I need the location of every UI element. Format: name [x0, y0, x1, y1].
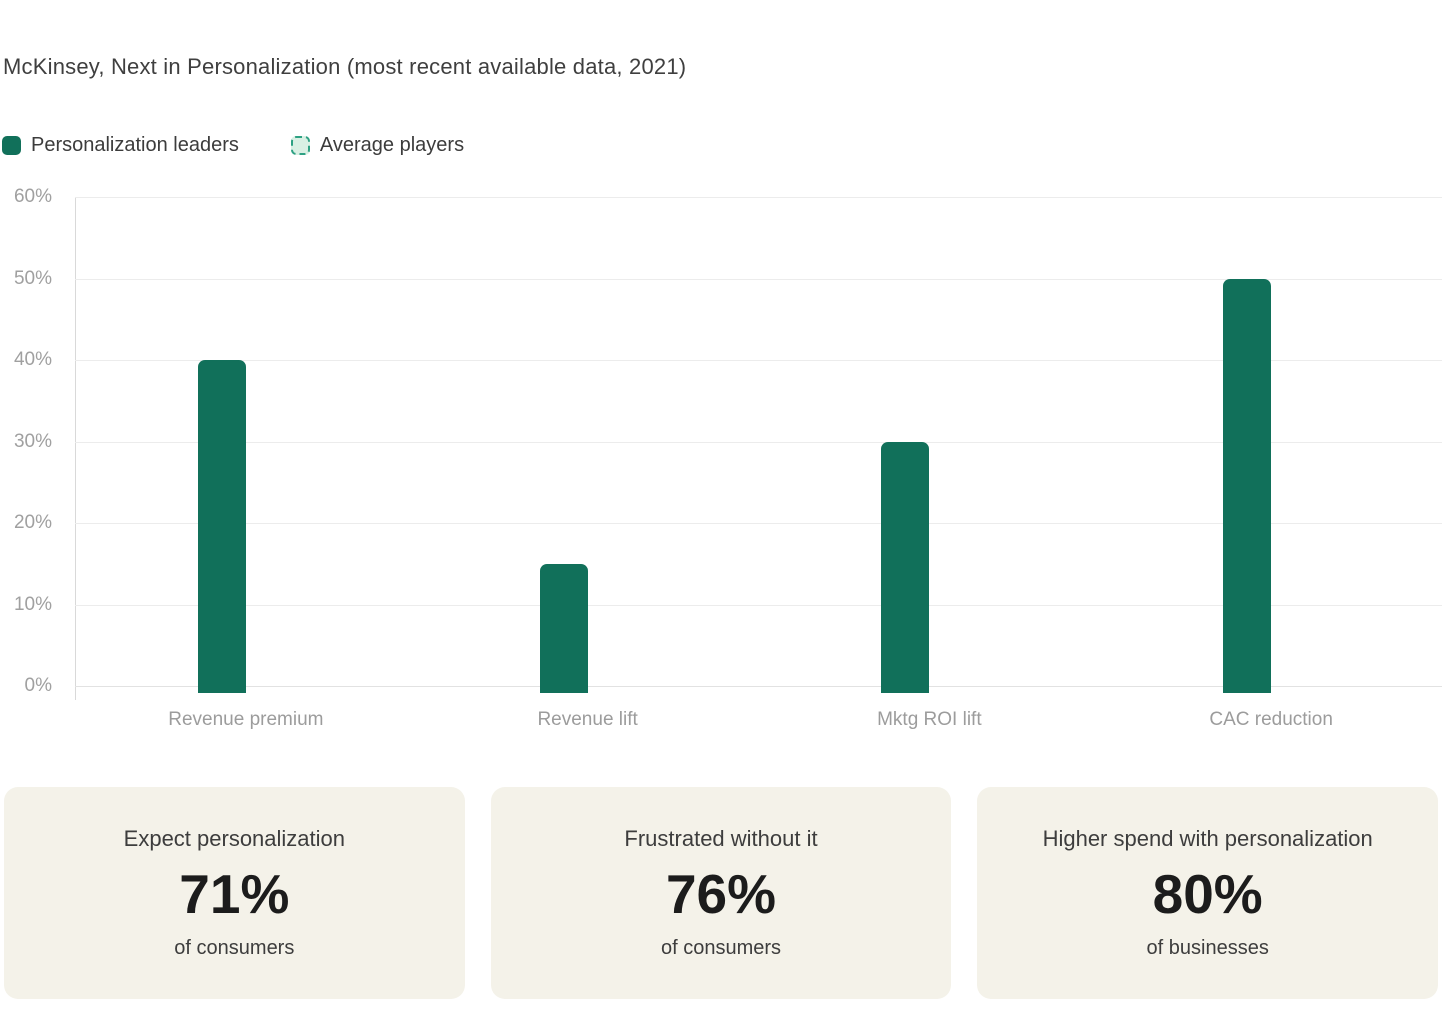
stat-card-expect-personalization: Expect personalization 71% of consumers: [4, 787, 465, 999]
stat-cards: Expect personalization 71% of consumers …: [4, 787, 1439, 999]
y-tick-label: 40%: [13, 349, 52, 370]
gridline: [75, 441, 1442, 443]
y-tick-label: 0%: [24, 675, 52, 696]
gridline: [75, 360, 1442, 361]
legend-item-personalization-leaders[interactable]: Personalization leaders: [2, 134, 239, 157]
gridline: [75, 197, 1442, 198]
stat-card-value: 80%: [1152, 863, 1263, 925]
y-axis-labels: 0% 10% 20% 30% 40% 50% 60%: [0, 186, 52, 696]
chart-title: McKinsey, Next in Personalization (most …: [3, 54, 687, 79]
stat-card-title: Frustrated without it: [624, 826, 818, 851]
x-axis-label: CAC reduction: [1209, 709, 1333, 730]
bar-mktg-roi-lift[interactable]: [881, 441, 930, 693]
legend: Personalization leaders Average players: [2, 134, 464, 157]
bar-chart: 0% 10% 20% 30% 40% 50% 60% Revenue premium Reve…: [0, 186, 1442, 757]
legend-swatch-solid-icon: [2, 136, 21, 155]
x-axis-label: Revenue lift: [537, 709, 638, 730]
legend-item-average-players[interactable]: Average players: [290, 134, 465, 157]
stat-card-title: Higher spend with personalization: [1042, 826, 1373, 851]
gridline: [75, 523, 1442, 524]
bar-revenue-premium[interactable]: [197, 360, 246, 693]
stat-card-subtitle: of consumers: [174, 937, 295, 959]
stat-card-value: 76%: [665, 863, 777, 925]
y-tick-label: 60%: [13, 186, 52, 207]
stat-card-subtitle: of businesses: [1146, 937, 1269, 959]
stat-card-value: 71%: [179, 863, 290, 925]
gridline: [75, 686, 1442, 687]
gridline: [75, 604, 1442, 606]
x-axis-label: Mktg ROI lift: [877, 709, 982, 730]
legend-label-personalization-leaders: Personalization leaders: [31, 134, 239, 156]
y-tick-label: 10%: [13, 593, 52, 615]
stat-card-higher-spend: Higher spend with personalization 80% of…: [977, 787, 1439, 999]
gridline: [75, 278, 1442, 280]
stat-card-subtitle: of consumers: [660, 937, 782, 959]
y-axis-line: [75, 197, 76, 700]
y-tick-label: 50%: [13, 267, 52, 289]
x-axis-labels: Revenue premium Revenue lift Mktg ROI lift…: [75, 709, 1442, 739]
y-tick-label: 30%: [13, 430, 52, 452]
stat-card-frustrated-without-it: Frustrated without it 76% of consumers: [490, 787, 952, 999]
plot-area: [75, 197, 1442, 693]
legend-swatch-dashed-icon: [290, 136, 310, 155]
bar-revenue-lift[interactable]: [539, 563, 588, 693]
stat-card-title: Expect personalization: [123, 826, 346, 851]
y-tick-label: 20%: [13, 512, 52, 533]
x-axis-label: Revenue premium: [168, 709, 324, 730]
bar-cac-reduction[interactable]: [1223, 278, 1272, 693]
legend-label-average-players: Average players: [319, 134, 465, 156]
